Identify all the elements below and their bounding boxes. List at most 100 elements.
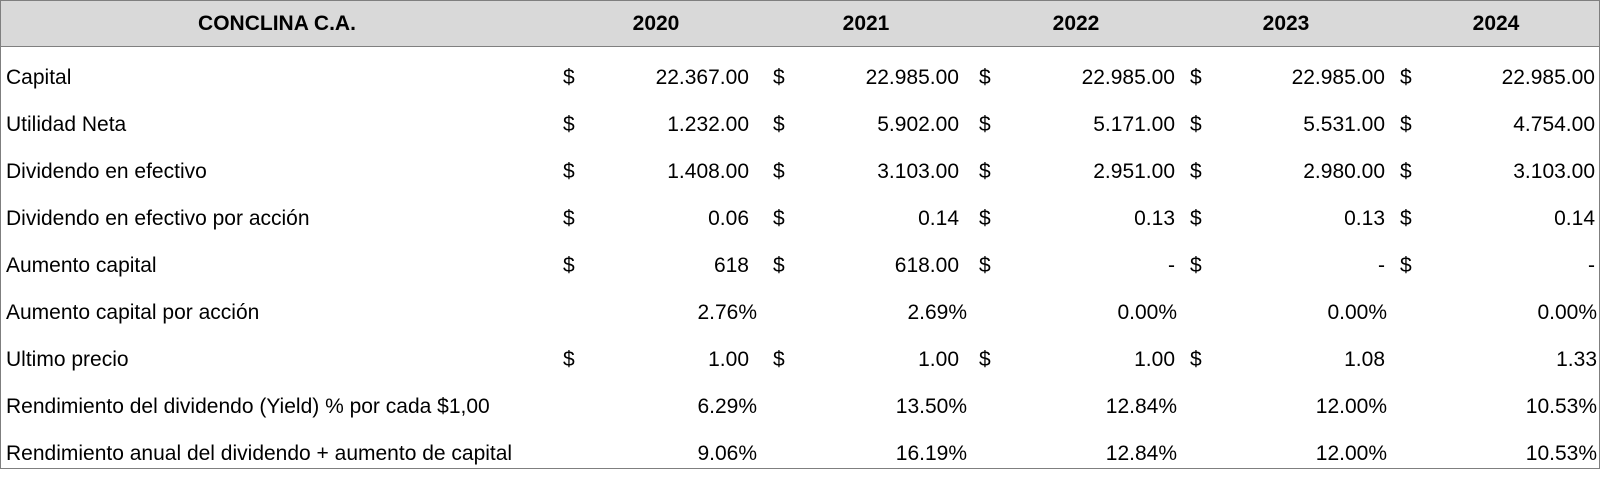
year-header-2021[interactable]: 2021 — [842, 12, 890, 35]
row-label[interactable]: Ultimo precio — [6, 348, 129, 371]
cell-value-2023[interactable]: 5.531.00 — [1303, 113, 1385, 136]
row-aumento-capital-por-accion: Aumento capital por acción 2.76% 2.69% 0… — [1, 289, 1599, 336]
cell-value-2024[interactable]: 3.103.00 — [1513, 160, 1595, 183]
currency-symbol: $ — [1190, 254, 1202, 277]
currency-symbol: $ — [773, 207, 785, 230]
currency-symbol: $ — [1400, 207, 1412, 230]
cell-value-2023[interactable]: 0.13 — [1344, 207, 1385, 230]
cell-value-2022[interactable]: 0.00% — [1117, 301, 1177, 324]
data-rows: Capital $ 22.367.00 $ 22.985.00 $ 22.985… — [1, 54, 1599, 477]
row-label[interactable]: Capital — [6, 66, 72, 89]
cell-value-2022[interactable]: 22.985.00 — [1081, 66, 1175, 89]
cell-value-2022[interactable]: 5.171.00 — [1093, 113, 1175, 136]
currency-symbol: $ — [563, 254, 575, 277]
cell-value-2023[interactable]: 12.00% — [1315, 442, 1387, 465]
cell-value-2020[interactable]: 1.232.00 — [667, 113, 749, 136]
row-rendimiento-dividendo: Rendimiento del dividendo (Yield) % por … — [1, 383, 1599, 430]
cell-value-2023[interactable]: 12.00% — [1315, 395, 1387, 418]
cell-value-2023[interactable]: - — [1378, 254, 1385, 277]
cell-value-2022[interactable]: 0.13 — [1134, 207, 1175, 230]
cell-value-2024[interactable]: 10.53% — [1525, 395, 1597, 418]
row-rendimiento-anual: Rendimiento anual del dividendo + aument… — [1, 430, 1599, 477]
cell-value-2021[interactable]: 3.103.00 — [877, 160, 959, 183]
cell-value-2020[interactable]: 9.06% — [697, 442, 757, 465]
cell-value-2020[interactable]: 6.29% — [697, 395, 757, 418]
cell-value-2023[interactable]: 22.985.00 — [1291, 66, 1385, 89]
row-label[interactable]: Aumento capital por acción — [6, 301, 260, 324]
cell-value-2021[interactable]: 0.14 — [918, 207, 959, 230]
cell-value-2024[interactable]: - — [1588, 254, 1595, 277]
row-ultimo-precio: Ultimo precio $ 1.00 $ 1.00 $ 1.00 $ 1.0… — [1, 336, 1599, 383]
currency-symbol: $ — [979, 66, 991, 89]
currency-symbol: $ — [773, 160, 785, 183]
cell-value-2024[interactable]: 1.33 — [1556, 348, 1597, 371]
currency-symbol: $ — [1190, 113, 1202, 136]
currency-symbol: $ — [1400, 254, 1412, 277]
currency-symbol: $ — [1190, 207, 1202, 230]
row-label[interactable]: Aumento capital — [6, 254, 157, 277]
cell-value-2020[interactable]: 0.06 — [708, 207, 749, 230]
row-dividendo-por-accion: Dividendo en efectivo por acción $ 0.06 … — [1, 195, 1599, 242]
company-name-header[interactable]: CONCLINA C.A. — [198, 12, 356, 35]
cell-value-2024[interactable]: 0.14 — [1554, 207, 1595, 230]
currency-symbol: $ — [563, 113, 575, 136]
cell-value-2022[interactable]: - — [1168, 254, 1175, 277]
row-capital: Capital $ 22.367.00 $ 22.985.00 $ 22.985… — [1, 54, 1599, 101]
cell-value-2024[interactable]: 0.00% — [1537, 301, 1597, 324]
cell-value-2021[interactable]: 22.985.00 — [865, 66, 959, 89]
cell-value-2024[interactable]: 22.985.00 — [1501, 66, 1595, 89]
cell-value-2022[interactable]: 2.951.00 — [1093, 160, 1175, 183]
currency-symbol: $ — [563, 160, 575, 183]
year-header-2024[interactable]: 2024 — [1472, 12, 1520, 35]
currency-symbol: $ — [1400, 160, 1412, 183]
currency-symbol: $ — [1190, 66, 1202, 89]
row-label[interactable]: Dividendo en efectivo por acción — [6, 207, 310, 230]
cell-value-2021[interactable]: 618.00 — [894, 254, 959, 277]
currency-symbol: $ — [1400, 66, 1412, 89]
row-dividendo-en-efectivo: Dividendo en efectivo $ 1.408.00 $ 3.103… — [1, 148, 1599, 195]
row-utilidad-neta: Utilidad Neta $ 1.232.00 $ 5.902.00 $ 5.… — [1, 101, 1599, 148]
cell-value-2021[interactable]: 16.19% — [895, 442, 967, 465]
year-header-2023[interactable]: 2023 — [1262, 12, 1310, 35]
currency-symbol: $ — [1190, 160, 1202, 183]
cell-value-2023[interactable]: 0.00% — [1327, 301, 1387, 324]
cell-value-2023[interactable]: 1.08 — [1344, 348, 1385, 371]
currency-symbol: $ — [1190, 348, 1202, 371]
currency-symbol: $ — [979, 254, 991, 277]
row-label[interactable]: Rendimiento anual del dividendo + aument… — [6, 442, 513, 465]
cell-value-2023[interactable]: 2.980.00 — [1303, 160, 1385, 183]
currency-symbol: $ — [563, 348, 575, 371]
currency-symbol: $ — [979, 348, 991, 371]
row-label[interactable]: Dividendo en efectivo — [6, 160, 207, 183]
cell-value-2020[interactable]: 1.408.00 — [667, 160, 749, 183]
cell-value-2021[interactable]: 5.902.00 — [877, 113, 959, 136]
currency-symbol: $ — [773, 254, 785, 277]
cell-value-2022[interactable]: 12.84% — [1105, 395, 1177, 418]
cell-value-2022[interactable]: 12.84% — [1105, 442, 1177, 465]
cell-value-2020[interactable]: 22.367.00 — [655, 66, 749, 89]
cell-value-2021[interactable]: 13.50% — [895, 395, 967, 418]
cell-value-2021[interactable]: 1.00 — [918, 348, 959, 371]
cell-value-2020[interactable]: 1.00 — [708, 348, 749, 371]
currency-symbol: $ — [979, 113, 991, 136]
currency-symbol: $ — [979, 160, 991, 183]
cell-value-2024[interactable]: 4.754.00 — [1513, 113, 1595, 136]
header-row: CONCLINA C.A. 2020 2021 2022 2023 2024 — [1, 1, 1599, 47]
year-header-2020[interactable]: 2020 — [632, 12, 680, 35]
row-label[interactable]: Utilidad Neta — [6, 113, 127, 136]
cell-value-2020[interactable]: 2.76% — [697, 301, 757, 324]
row-label[interactable]: Rendimiento del dividendo (Yield) % por … — [6, 395, 490, 418]
currency-symbol: $ — [563, 66, 575, 89]
currency-symbol: $ — [773, 66, 785, 89]
cell-value-2022[interactable]: 1.00 — [1134, 348, 1175, 371]
cell-value-2024[interactable]: 10.53% — [1525, 442, 1597, 465]
cell-value-2021[interactable]: 2.69% — [907, 301, 967, 324]
row-aumento-capital: Aumento capital $ 618 $ 618.00 $ - $ - $… — [1, 242, 1599, 289]
currency-symbol: $ — [979, 207, 991, 230]
currency-symbol: $ — [773, 113, 785, 136]
currency-symbol: $ — [1400, 113, 1412, 136]
currency-symbol: $ — [563, 207, 575, 230]
year-header-2022[interactable]: 2022 — [1052, 12, 1100, 35]
cell-value-2020[interactable]: 618 — [713, 254, 749, 277]
